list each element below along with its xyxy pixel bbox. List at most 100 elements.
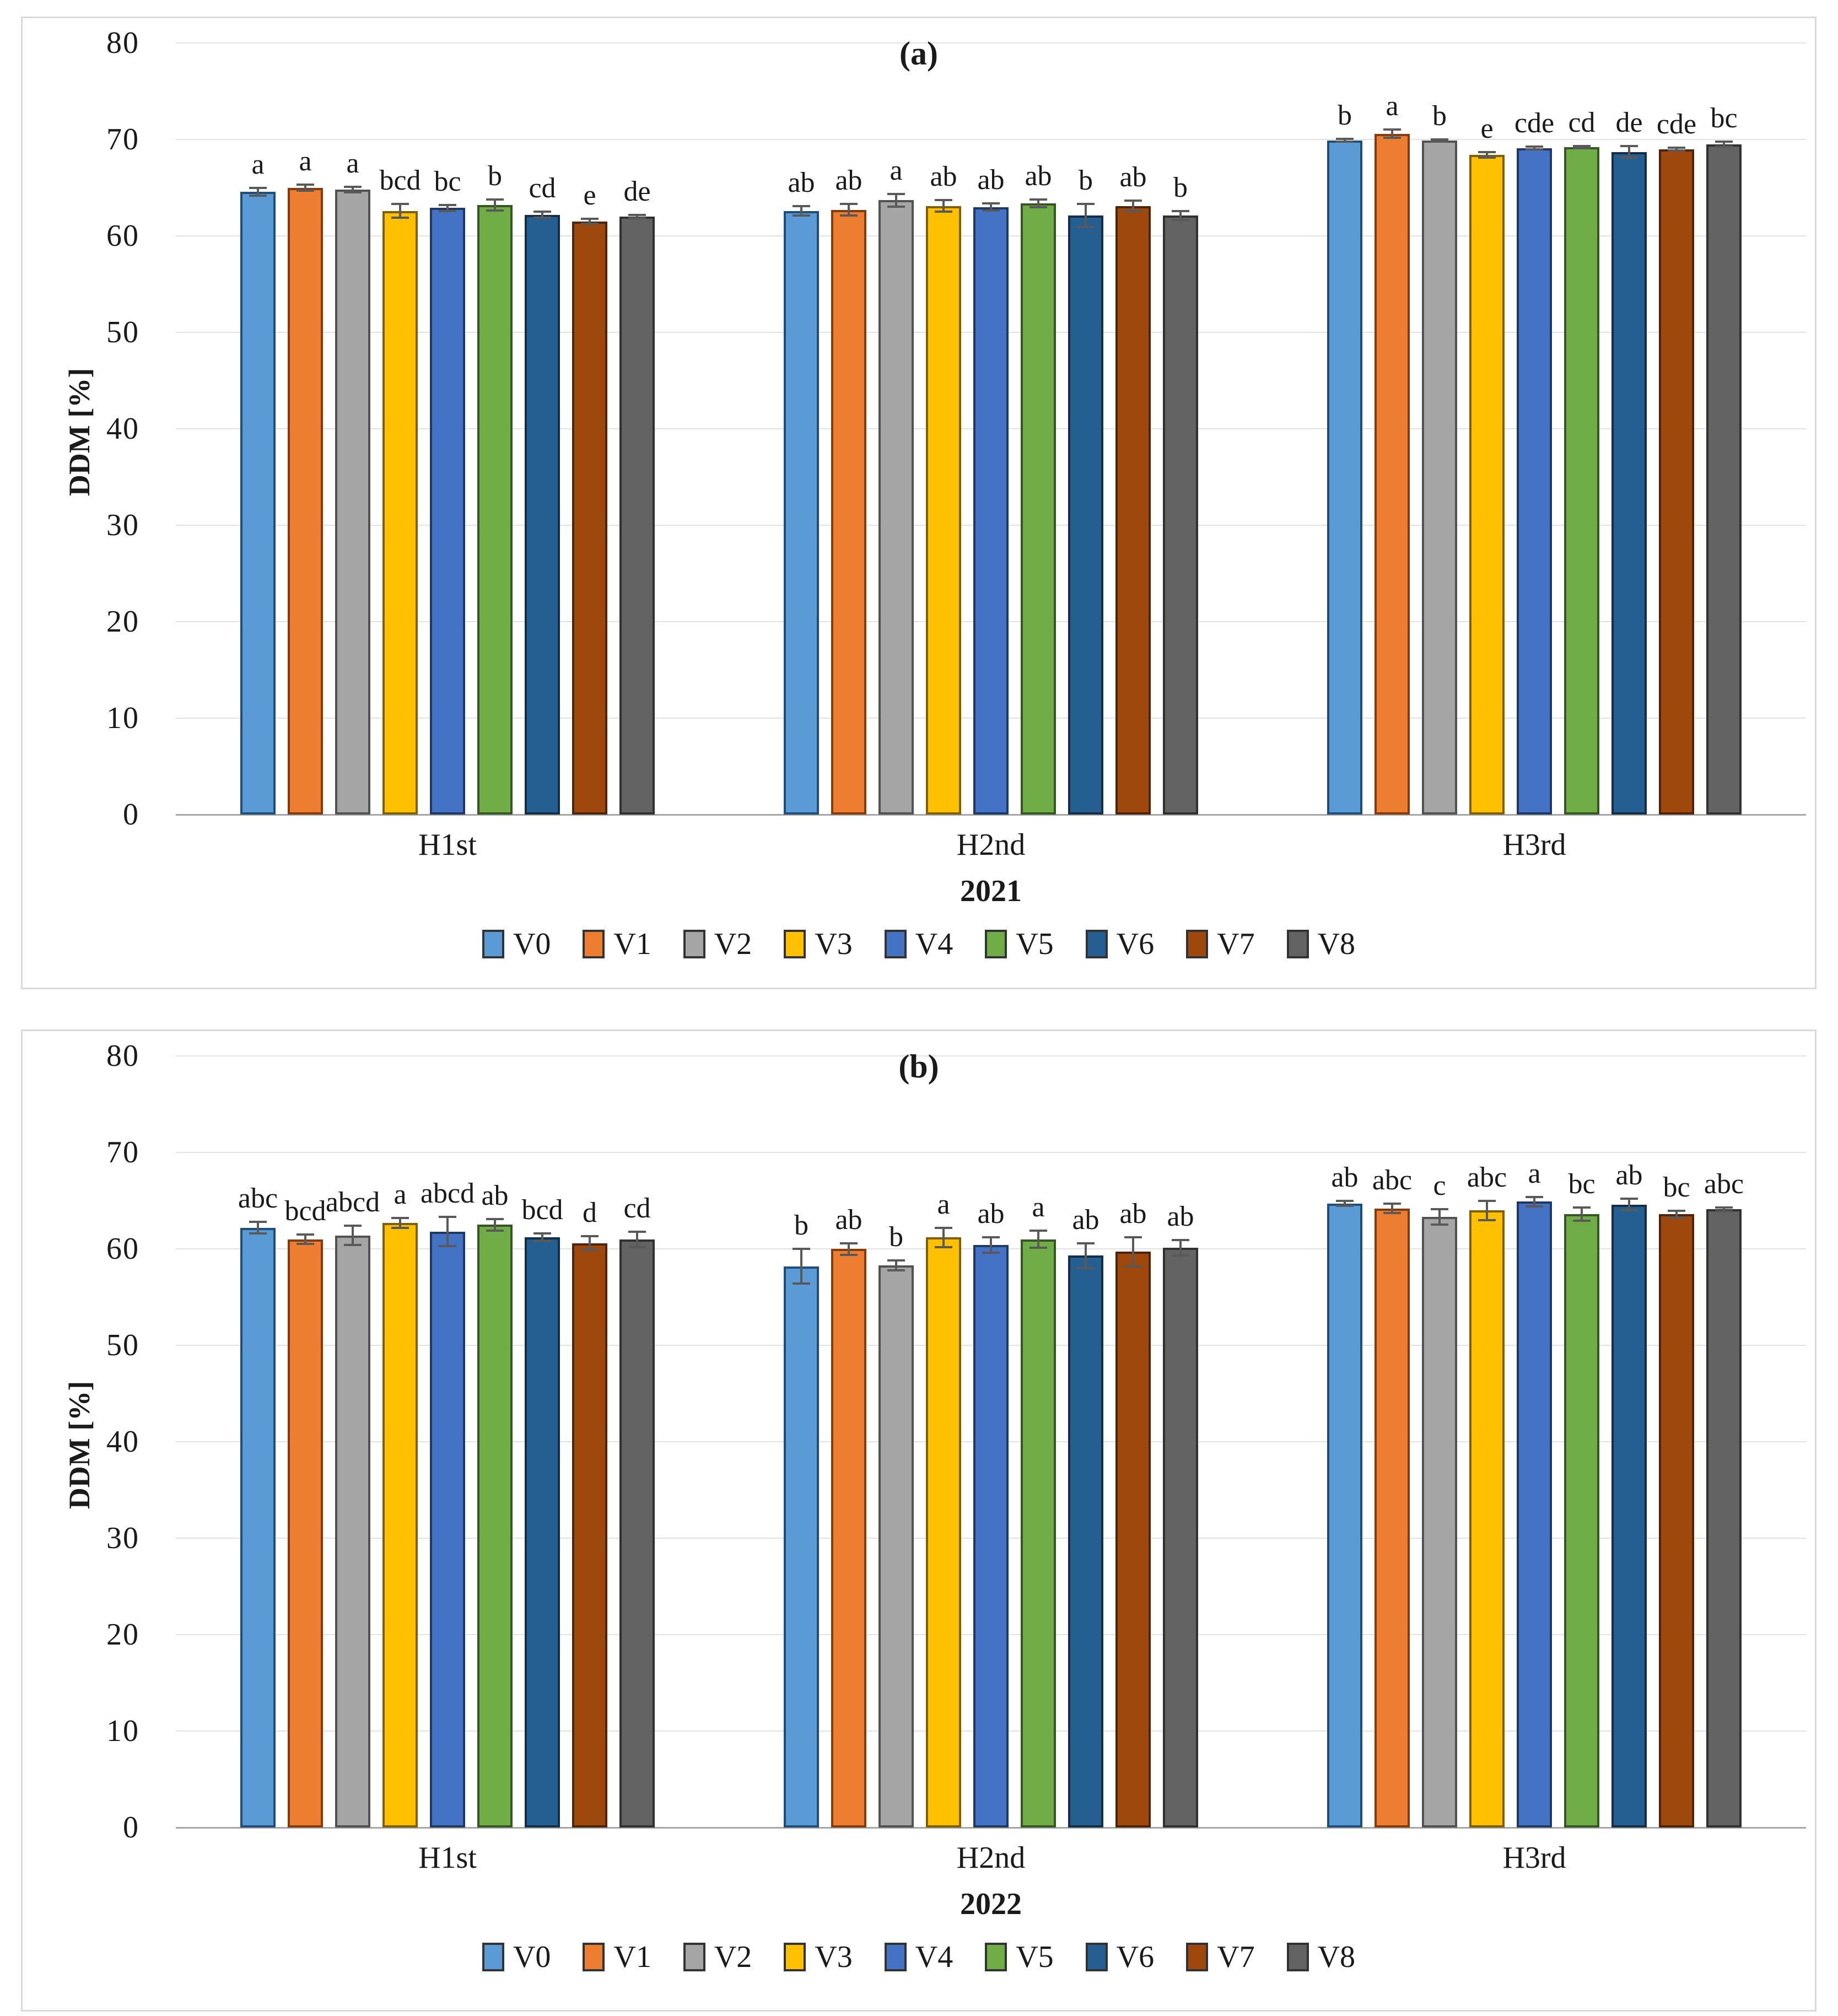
sig-letter-V3-H3rd: e	[1480, 112, 1494, 144]
error-bar-V8-H1st	[636, 1231, 638, 1247]
error-cap-top-V7-H1st	[581, 1235, 599, 1238]
error-cap-bottom-V1-H2nd	[840, 214, 858, 217]
sig-letter-V5-H3rd: cd	[1568, 107, 1596, 139]
bar-slot-V3-H3rd: abc	[1467, 1056, 1507, 1828]
bar-slot-V5-H1st: ab	[477, 1056, 513, 1828]
sig-letter-V8-H1st: cd	[623, 1192, 651, 1224]
error-cap-bottom-V0-H3rd	[1336, 1205, 1354, 1208]
bar-V0-H3rd	[1327, 1203, 1362, 1828]
bar-slot-V1-H1st: bcd	[284, 1056, 326, 1828]
error-cap-top-V8-H1st	[628, 1230, 646, 1233]
error-cap-top-V8-H2nd	[1172, 210, 1189, 213]
legend-swatch-V1	[583, 1943, 605, 1971]
bar-slot-V2-H1st: abcd	[326, 1056, 380, 1828]
error-cap-bottom-V8-H2nd	[1172, 219, 1189, 222]
error-cap-bottom-V4-H3rd	[1526, 1205, 1543, 1208]
bar-V7-H1st	[572, 1243, 607, 1828]
error-cap-bottom-V3-H3rd	[1478, 1219, 1496, 1221]
error-bar-V1-H3rd	[1391, 1203, 1393, 1214]
error-bar-V4-H2nd	[990, 203, 992, 211]
error-cap-top-V6-H3rd	[1620, 1198, 1638, 1200]
bar-slot-V6-H1st: cd	[525, 43, 560, 815]
error-cap-top-V4-H3rd	[1526, 145, 1543, 148]
error-cap-bottom-V7-H2nd	[1124, 1265, 1142, 1268]
legend-swatch-V4	[884, 1943, 907, 1971]
y-tick-label-50: 50	[106, 1328, 139, 1362]
legend-label-V2: V2	[714, 927, 752, 961]
error-cap-bottom-V1-H1st	[297, 1243, 314, 1246]
error-bar-V4-H3rd	[1533, 147, 1535, 150]
sig-letter-V5-H1st: ab	[481, 1179, 509, 1211]
bar-group-H3rd: b a b e cde cd de cde bc	[1263, 43, 1806, 815]
bar-slot-V0-H2nd: b	[784, 1056, 819, 1828]
legend-swatch-V4	[884, 930, 907, 958]
y-tick-label-0: 0	[123, 797, 139, 832]
bar-V7-H2nd	[1115, 1252, 1151, 1828]
y-tick-label-70: 70	[106, 122, 139, 157]
legend-item-V8: V8	[1286, 1939, 1355, 1975]
error-bar-V7-H3rd	[1675, 1210, 1678, 1218]
error-cap-top-V7-H1st	[581, 218, 599, 220]
bar-slot-V8-H3rd: bc	[1706, 43, 1742, 815]
error-bar-V4-H1st	[446, 205, 449, 211]
error-cap-bottom-V1-H2nd	[840, 1253, 858, 1256]
error-bar-V1-H2nd	[848, 204, 850, 216]
y-tick-label-10: 10	[106, 701, 139, 735]
bar-V7-H1st	[572, 221, 607, 815]
bar-V4-H3rd	[1517, 148, 1552, 815]
error-bar-V7-H1st	[589, 1236, 591, 1250]
bar-V1-H3rd	[1375, 133, 1410, 815]
sig-letter-V4-H3rd: a	[1528, 1157, 1541, 1189]
legend-label-V2: V2	[714, 1940, 752, 1974]
bar-V5-H3rd	[1564, 147, 1599, 815]
bar-group-H3rd: ab abc c abc a bc ab bc abc	[1263, 1056, 1806, 1828]
error-cap-bottom-V5-H3rd	[1573, 1220, 1591, 1222]
error-bar-V3-H1st	[399, 1218, 401, 1228]
bar-V8-H3rd	[1706, 144, 1742, 815]
error-bar-V0-H2nd	[800, 206, 802, 216]
error-cap-bottom-V1-H3rd	[1383, 137, 1401, 139]
sig-letter-V3-H3rd: abc	[1467, 1161, 1507, 1193]
error-bar-V6-H3rd	[1628, 146, 1630, 158]
error-bar-V8-H3rd	[1723, 1207, 1725, 1211]
bar-slot-V2-H3rd: c	[1422, 1056, 1457, 1828]
legend-item-V0: V0	[482, 926, 551, 962]
bar-V6-H2nd	[1068, 215, 1103, 815]
legend-swatch-V7	[1186, 930, 1209, 958]
error-bar-V7-H2nd	[1132, 201, 1134, 212]
sig-letter-V8-H2nd: ab	[1167, 1201, 1194, 1233]
panel-a-plot-area: a a a bcd bc b cd e de ab ab a ab ab ab b ab b b a b e cde cd de…	[176, 42, 1806, 816]
bar-V4-H2nd	[973, 207, 1009, 815]
bar-slot-V1-H3rd: a	[1375, 43, 1410, 815]
bar-V4-H1st	[430, 1231, 465, 1828]
error-bar-V3-H3rd	[1486, 1200, 1488, 1220]
error-cap-top-V5-H3rd	[1573, 1206, 1591, 1209]
bar-slot-V4-H2nd: ab	[973, 43, 1009, 815]
error-bar-V2-H2nd	[895, 193, 897, 207]
bar-slot-V7-H1st: e	[572, 43, 607, 815]
error-cap-top-V5-H3rd	[1573, 145, 1591, 148]
sig-letter-V3-H1st: bcd	[379, 165, 421, 197]
sig-letter-V8-H3rd: bc	[1710, 103, 1738, 134]
error-cap-top-V8-H3rd	[1715, 1206, 1733, 1209]
error-cap-top-V1-H1st	[297, 184, 314, 186]
bar-slot-V7-H3rd: bc	[1659, 1056, 1694, 1828]
sig-letter-V4-H1st: abcd	[420, 1178, 475, 1210]
bar-V6-H3rd	[1611, 152, 1647, 815]
panel-b-legend: V0 V1 V2 V3 V4 V5 V6 V7 V8	[23, 1939, 1815, 1975]
legend-label-V7: V7	[1217, 1940, 1255, 1974]
legend-label-V0: V0	[513, 927, 551, 961]
bar-group-H2nd: ab ab a ab ab ab b ab b	[719, 43, 1263, 815]
panel-b-title: (b)	[898, 1048, 939, 1085]
error-bar-V3-H2nd	[942, 1227, 945, 1247]
bar-V0-H3rd	[1327, 140, 1362, 815]
bar-V2-H1st	[335, 190, 370, 815]
bar-V8-H2nd	[1163, 1248, 1198, 1828]
legend-item-V6: V6	[1085, 926, 1154, 962]
bar-slot-V4-H2nd: ab	[973, 1056, 1009, 1828]
bar-V3-H3rd	[1469, 1210, 1505, 1828]
legend-label-V7: V7	[1217, 927, 1255, 961]
sig-letter-V2-H1st: a	[346, 147, 359, 179]
sig-letter-V1-H1st: bcd	[284, 1195, 326, 1227]
